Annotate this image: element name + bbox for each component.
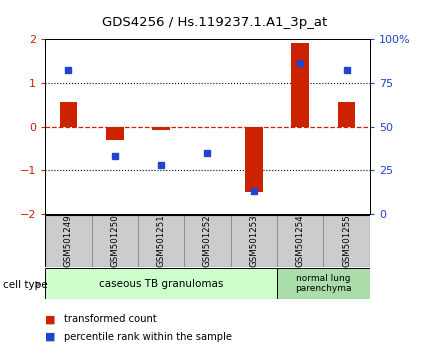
Bar <box>45 268 277 299</box>
Bar <box>184 215 230 267</box>
Text: GSM501253: GSM501253 <box>249 215 258 268</box>
Bar <box>292 43 309 127</box>
Bar <box>338 102 356 127</box>
Bar <box>138 215 184 267</box>
Text: GDS4256 / Hs.119237.1.A1_3p_at: GDS4256 / Hs.119237.1.A1_3p_at <box>102 16 328 29</box>
Text: GSM501251: GSM501251 <box>157 215 166 268</box>
Bar <box>277 215 323 267</box>
Bar <box>277 268 370 299</box>
Text: transformed count: transformed count <box>64 314 157 324</box>
Bar <box>152 127 170 130</box>
Bar <box>245 127 263 192</box>
Text: GSM501255: GSM501255 <box>342 215 351 268</box>
Bar <box>106 127 123 140</box>
Text: percentile rank within the sample: percentile rank within the sample <box>64 332 233 342</box>
Text: GSM501250: GSM501250 <box>110 215 119 268</box>
Bar <box>323 215 370 267</box>
Text: GSM501252: GSM501252 <box>203 215 212 268</box>
Bar <box>92 215 138 267</box>
Text: ■: ■ <box>45 314 55 324</box>
Text: normal lung
parenchyma: normal lung parenchyma <box>295 274 352 293</box>
Bar <box>45 215 92 267</box>
Bar <box>59 102 77 127</box>
Bar <box>230 215 277 267</box>
Text: cell type: cell type <box>3 280 48 290</box>
Text: ■: ■ <box>45 332 55 342</box>
Text: GSM501249: GSM501249 <box>64 215 73 267</box>
Text: GSM501254: GSM501254 <box>296 215 305 268</box>
Text: caseous TB granulomas: caseous TB granulomas <box>99 279 223 289</box>
